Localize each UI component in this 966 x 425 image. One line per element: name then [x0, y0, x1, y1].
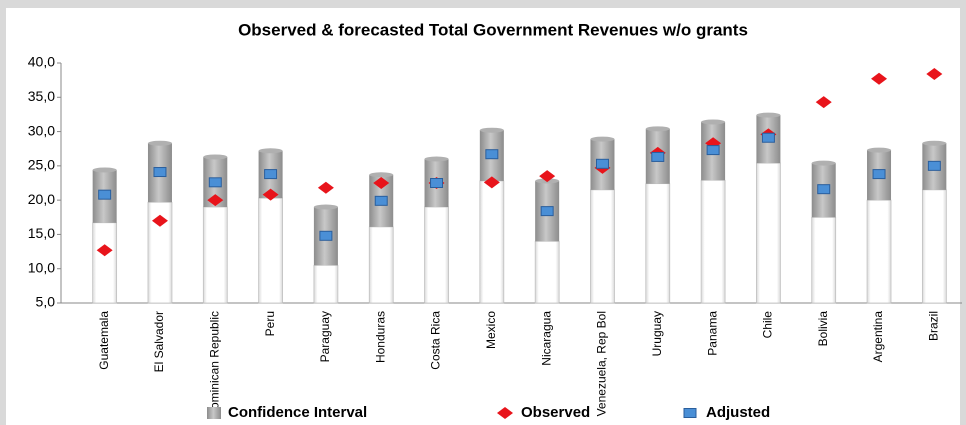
x-tick-label: Mexico	[484, 311, 498, 349]
interval-cap	[867, 147, 892, 153]
interval-base	[534, 240, 560, 304]
interval-cap	[811, 160, 836, 166]
interval-cap	[701, 119, 726, 125]
adjusted-marker	[595, 158, 609, 169]
adjusted-marker	[430, 178, 444, 188]
x-tick-label: Guatemala	[97, 311, 111, 370]
observed-marker	[96, 244, 113, 257]
interval-cap	[147, 140, 172, 146]
x-tick-label: Bolivia	[816, 311, 830, 347]
adjusted-marker	[651, 151, 665, 162]
interval-base	[424, 206, 449, 304]
adjusted-marker	[319, 230, 333, 241]
x-tick-label: Chile	[761, 311, 775, 339]
x-tick-label: Peru	[263, 311, 277, 336]
interval-cap	[479, 127, 504, 133]
x-tick-label: Uruguay	[650, 311, 664, 356]
legend-label: Observed	[521, 404, 590, 421]
observed-marker	[539, 170, 556, 183]
interval-cap	[203, 154, 228, 160]
interval-base	[313, 264, 339, 304]
observed-marker	[815, 96, 832, 109]
observed-marker	[497, 407, 513, 419]
x-tick-label: Costa Rica	[429, 311, 443, 370]
interval-cap	[590, 136, 615, 142]
x-tick-label: Honduras	[373, 311, 387, 363]
y-tick-label: 40,0	[28, 54, 55, 70]
observed-marker	[926, 67, 943, 80]
chart-title: Observed & forecasted Total Government R…	[238, 20, 748, 39]
adjusted-marker	[264, 169, 278, 180]
observed-marker	[262, 188, 279, 201]
y-tick-label: 35,0	[28, 88, 55, 104]
interval-cap	[258, 148, 283, 154]
x-tick-label: Paraguay	[318, 311, 332, 362]
x-tick-label: Brazil	[927, 311, 941, 341]
adjusted-marker	[208, 177, 222, 188]
y-tick-label: 20,0	[28, 191, 55, 207]
x-tick-label: Nicaragua	[539, 311, 553, 366]
adjusted-marker	[761, 132, 775, 143]
interval-base	[202, 206, 228, 304]
interval-base	[479, 180, 505, 304]
y-tick-label: 25,0	[28, 157, 55, 173]
y-tick-label: 10,0	[28, 259, 55, 275]
interval-base	[590, 189, 615, 304]
x-tick-label: Dominican Republic	[207, 311, 221, 418]
interval-cap	[92, 167, 117, 173]
interval-base	[645, 183, 671, 304]
adjusted-marker	[485, 149, 499, 160]
adjusted-marker	[683, 408, 697, 418]
adjusted-marker	[540, 206, 554, 217]
interval-base	[700, 179, 726, 304]
x-tick-label: Panama	[705, 311, 719, 356]
interval-cap	[922, 140, 947, 146]
adjusted-marker	[872, 169, 886, 180]
legend-label: Adjusted	[706, 404, 770, 421]
x-tick-label: Venezuela, Rep Bol	[595, 311, 609, 416]
x-tick-label: Argentina	[871, 311, 885, 363]
interval-cap	[424, 156, 449, 162]
adjusted-marker	[98, 189, 112, 200]
adjusted-marker	[706, 145, 720, 156]
interval-base	[921, 189, 947, 304]
adjusted-marker	[817, 184, 831, 195]
observed-marker	[483, 176, 500, 189]
observed-marker	[317, 181, 334, 194]
interval-cap	[645, 126, 670, 132]
observed-marker	[207, 194, 224, 207]
interval-base	[811, 216, 837, 304]
observed-marker	[373, 177, 390, 189]
y-tick-label: 5,0	[36, 294, 56, 310]
interval-base	[866, 199, 892, 304]
legend-label: Confidence Interval	[228, 404, 367, 421]
interval-cap	[369, 172, 394, 178]
adjusted-marker	[153, 167, 167, 178]
interval-base	[258, 197, 283, 304]
interval-base	[756, 162, 781, 304]
interval-cap	[756, 112, 781, 118]
x-tick-label: El Salvador	[152, 311, 166, 372]
adjusted-marker	[374, 195, 388, 206]
y-tick-label: 30,0	[28, 122, 55, 138]
interval-base	[368, 226, 394, 304]
interval-base	[92, 222, 118, 304]
legend-swatch	[207, 407, 221, 419]
y-tick-label: 15,0	[28, 225, 55, 241]
observed-marker	[871, 72, 888, 85]
observed-marker	[151, 214, 168, 227]
interval-cap	[313, 204, 338, 210]
adjusted-marker	[927, 160, 941, 171]
